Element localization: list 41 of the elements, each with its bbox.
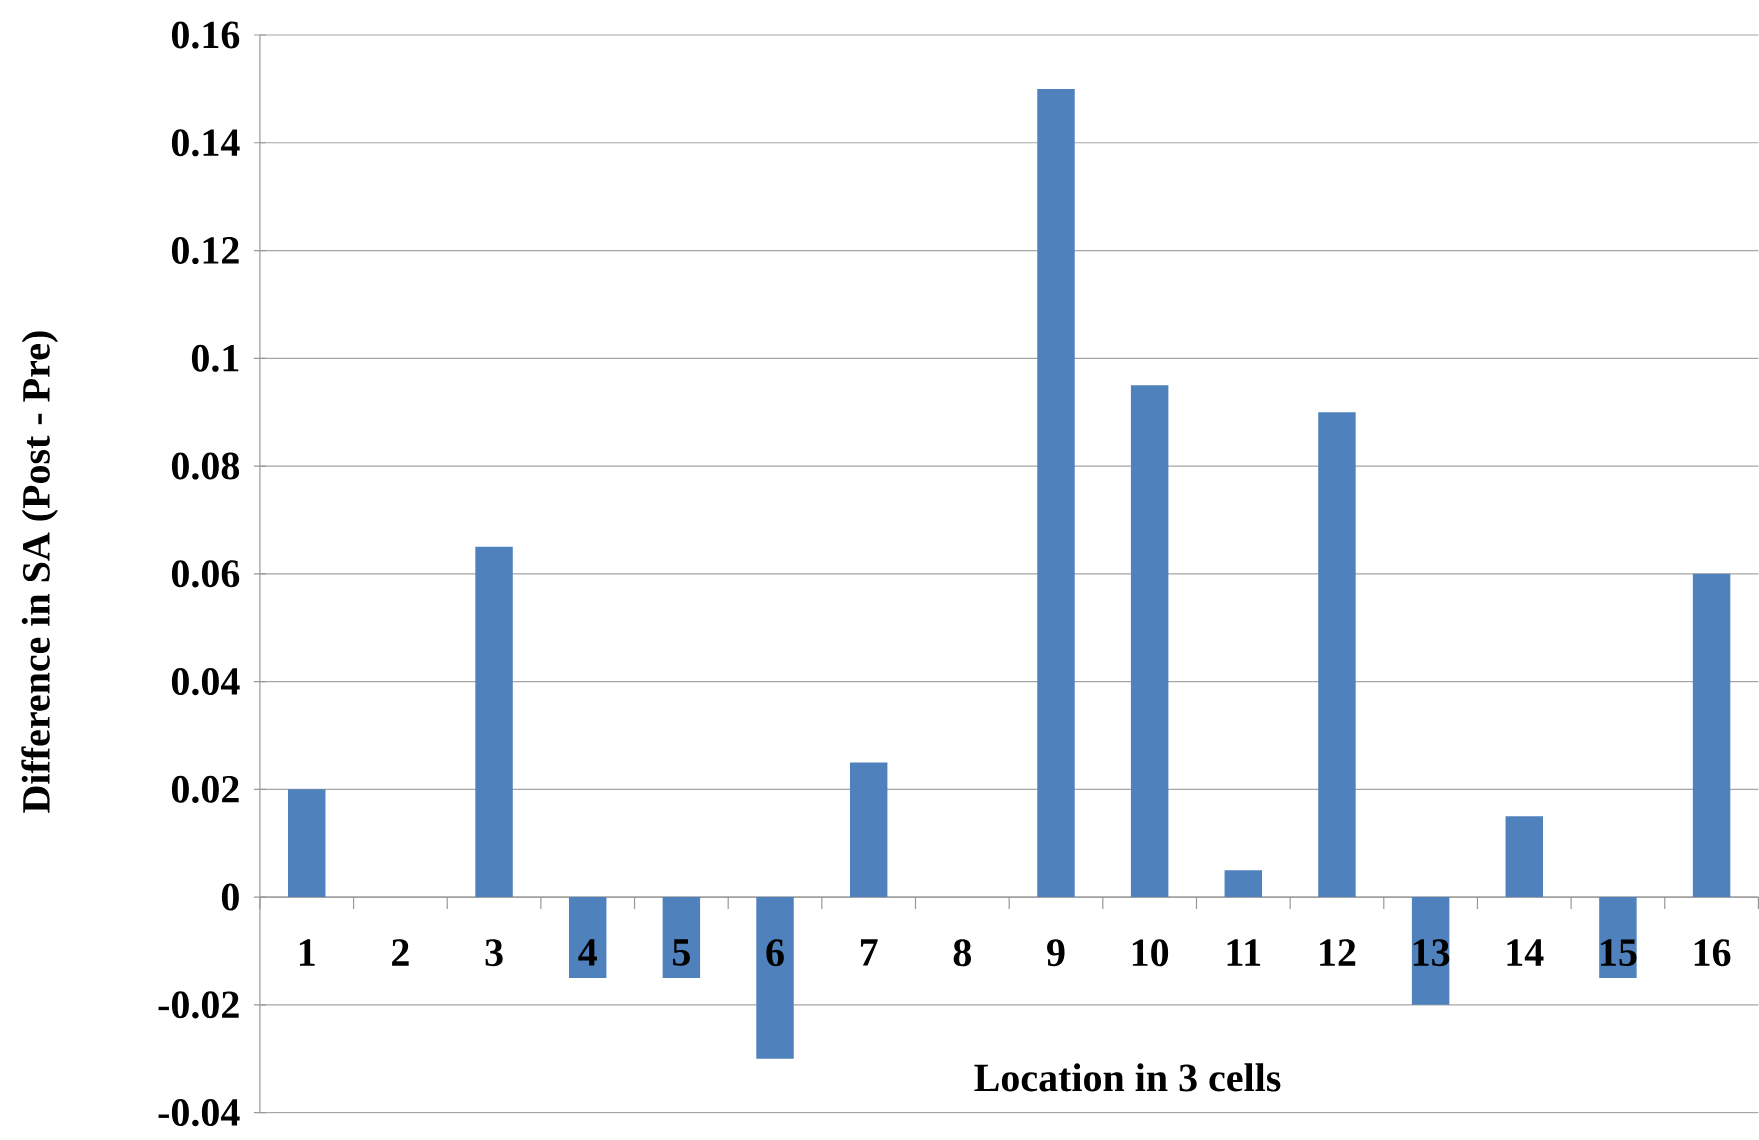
x-tick-label: 12 — [1320, 939, 1356, 966]
x-tick-label: 11 — [1227, 939, 1261, 966]
x-tick-label: 5 — [672, 939, 690, 967]
y-tick-label: -0.04 — [158, 1099, 240, 1127]
bar — [662, 897, 701, 979]
bar — [568, 897, 607, 979]
x-tick-label: 9 — [1047, 939, 1065, 967]
x-tick-label: 10 — [1132, 939, 1169, 967]
bar — [1599, 897, 1637, 979]
x-tick-label: 7 — [860, 939, 878, 966]
bar — [756, 897, 794, 1059]
y-tick-label: 0.04 — [171, 668, 240, 696]
y-tick-label: 0.02 — [171, 775, 239, 804]
bar — [1130, 385, 1169, 898]
y-tick-label: 0.16 — [171, 21, 240, 49]
x-tick-label: 4 — [578, 939, 597, 966]
y-axis-title: Difference in SA (Post - Pre) — [21, 331, 58, 814]
x-axis-title: Location in 3 cells — [974, 1063, 1281, 1092]
bar — [1318, 412, 1356, 898]
x-tick-label: 16 — [1694, 939, 1731, 967]
x-tick-label: 15 — [1601, 939, 1637, 967]
x-tick-label: 2 — [392, 939, 409, 966]
y-tick-label: -0.02 — [158, 991, 239, 1019]
y-tick-label: 0.06 — [171, 560, 240, 588]
y-tick-label: 0.08 — [171, 452, 240, 480]
bar — [1224, 870, 1263, 898]
bar — [475, 547, 513, 898]
x-tick-label: 3 — [485, 939, 503, 967]
y-tick-label: 0.14 — [171, 129, 240, 157]
x-tick-label: 1 — [299, 939, 315, 966]
x-tick-label: 8 — [953, 939, 971, 967]
bar — [1692, 574, 1731, 898]
x-tick-label: 14 — [1507, 939, 1544, 966]
bar — [1037, 89, 1075, 898]
y-tick-label: 0.12 — [171, 237, 239, 265]
bar — [849, 762, 888, 898]
x-tick-label: 6 — [766, 939, 784, 967]
y-tick-label: 0.1 — [191, 344, 239, 373]
y-tick-label: 0 — [221, 883, 239, 911]
bar — [1505, 816, 1543, 898]
bar — [288, 789, 326, 898]
